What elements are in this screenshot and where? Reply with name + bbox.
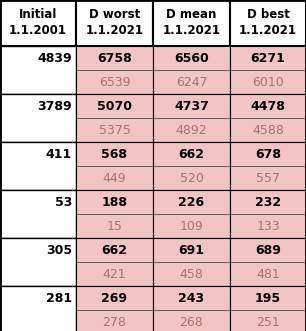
Text: 305: 305 [46, 244, 72, 257]
Text: 689: 689 [255, 244, 281, 257]
Bar [230, 0, 306, 46]
Bar [230, 190, 306, 238]
Text: 4737: 4737 [174, 100, 209, 113]
Bar [76, 286, 153, 331]
Text: D mean
1.1.2021: D mean 1.1.2021 [162, 9, 221, 37]
Bar [153, 142, 230, 190]
Text: 6247: 6247 [176, 75, 207, 88]
Text: 15: 15 [106, 219, 122, 232]
Text: 268: 268 [180, 315, 203, 328]
Bar [0, 94, 76, 142]
Text: 6271: 6271 [251, 52, 285, 65]
Text: 662: 662 [102, 244, 128, 257]
Text: 449: 449 [103, 171, 126, 184]
Text: 6758: 6758 [97, 52, 132, 65]
Text: 243: 243 [178, 292, 205, 305]
Text: 195: 195 [255, 292, 281, 305]
Text: 6010: 6010 [252, 75, 284, 88]
Bar [76, 0, 153, 46]
Text: 6539: 6539 [99, 75, 130, 88]
Text: 678: 678 [255, 148, 281, 161]
Text: 4839: 4839 [37, 52, 72, 65]
Bar [0, 190, 76, 238]
Bar [153, 238, 230, 286]
Bar [76, 190, 153, 238]
Text: D worst
1.1.2021: D worst 1.1.2021 [85, 9, 144, 37]
Bar [0, 142, 76, 190]
Text: Initial
1.1.2001: Initial 1.1.2001 [9, 9, 67, 37]
Text: 109: 109 [180, 219, 203, 232]
Text: 269: 269 [102, 292, 128, 305]
Bar [153, 94, 230, 142]
Bar [230, 94, 306, 142]
Text: 3789: 3789 [37, 100, 72, 113]
Text: 421: 421 [103, 267, 126, 280]
Text: D best
1.1.2021: D best 1.1.2021 [239, 9, 297, 37]
Bar [153, 286, 230, 331]
Text: 662: 662 [178, 148, 204, 161]
Text: 5070: 5070 [97, 100, 132, 113]
Bar [0, 286, 76, 331]
Text: 4588: 4588 [252, 123, 284, 136]
Bar [153, 0, 230, 46]
Bar [0, 46, 76, 94]
Text: 5375: 5375 [99, 123, 130, 136]
Text: 226: 226 [178, 196, 205, 209]
Bar [230, 46, 306, 94]
Bar [76, 94, 153, 142]
Bar [230, 238, 306, 286]
Bar [153, 46, 230, 94]
Text: 6560: 6560 [174, 52, 209, 65]
Text: 557: 557 [256, 171, 280, 184]
Bar [0, 0, 76, 46]
Bar [230, 286, 306, 331]
Text: 4478: 4478 [251, 100, 285, 113]
Bar [76, 142, 153, 190]
Text: 458: 458 [180, 267, 203, 280]
Text: 53: 53 [55, 196, 72, 209]
Text: 568: 568 [102, 148, 128, 161]
Text: 251: 251 [256, 315, 280, 328]
Text: 232: 232 [255, 196, 281, 209]
Bar [76, 46, 153, 94]
Bar [76, 238, 153, 286]
Bar [153, 190, 230, 238]
Text: 411: 411 [46, 148, 72, 161]
Text: 133: 133 [256, 219, 280, 232]
Text: 691: 691 [178, 244, 204, 257]
Text: 4892: 4892 [176, 123, 207, 136]
Bar [230, 142, 306, 190]
Bar [0, 238, 76, 286]
Text: 481: 481 [256, 267, 280, 280]
Text: 278: 278 [103, 315, 126, 328]
Text: 188: 188 [102, 196, 128, 209]
Text: 520: 520 [180, 171, 203, 184]
Text: 281: 281 [46, 292, 72, 305]
